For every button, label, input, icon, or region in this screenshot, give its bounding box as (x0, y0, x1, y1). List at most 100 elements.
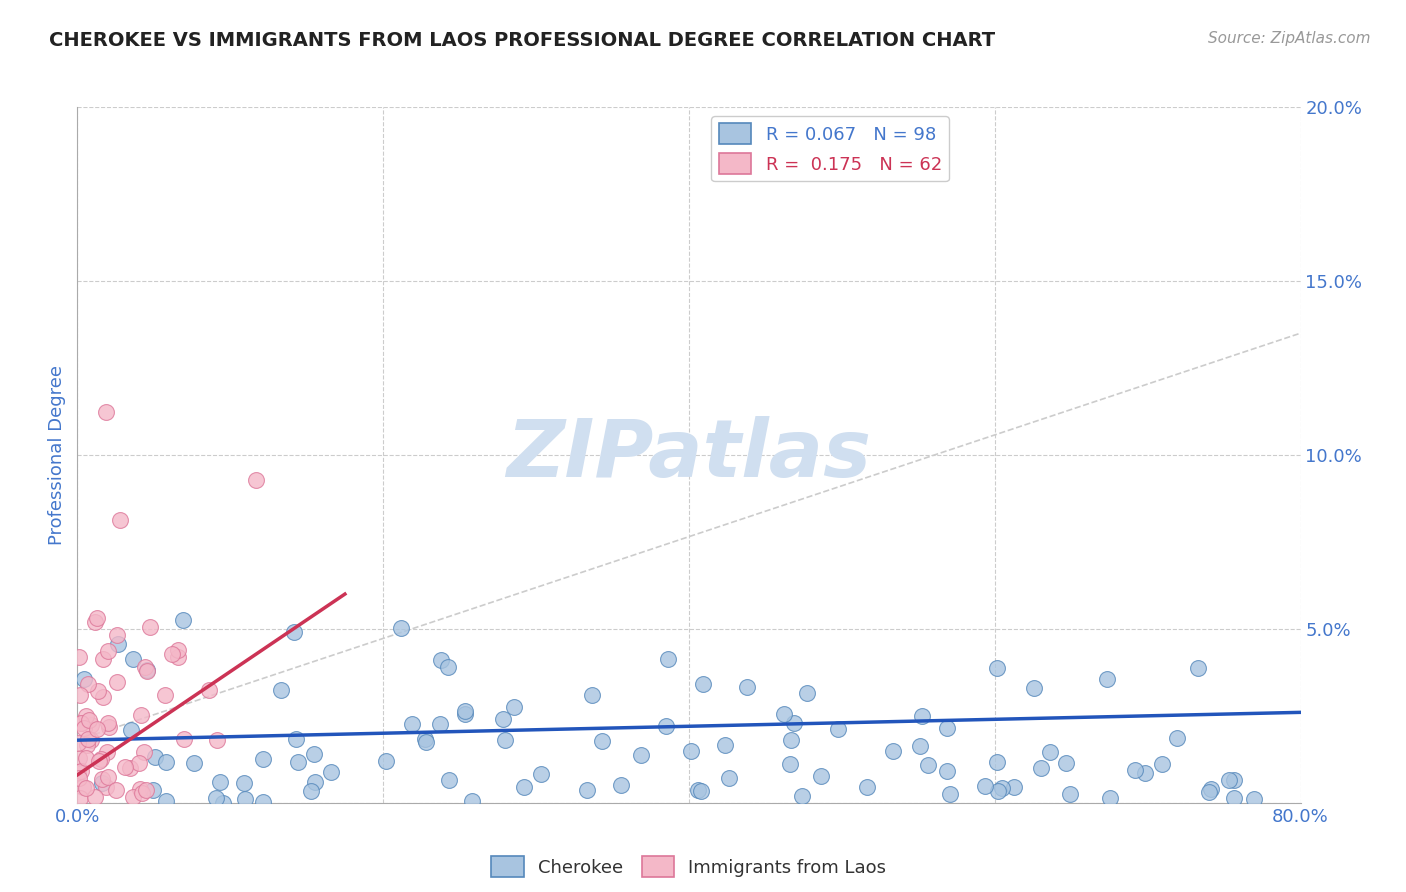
Point (73, 721, 96, 735)
Point (75, 780, 97, 795)
Point (783, 716, 806, 731)
Point (630, 748, 652, 763)
Point (167, 650, 190, 665)
Point (108, 513, 131, 527)
Point (454, 705, 477, 719)
Point (70, 764, 93, 779)
Point (67, 649, 90, 664)
Point (991, 780, 1014, 795)
Point (160, 647, 183, 661)
Point (245, 473, 267, 487)
Point (692, 677, 714, 691)
Point (429, 652, 451, 666)
Point (437, 773, 460, 788)
Point (208, 775, 231, 789)
Point (91, 772, 114, 786)
Point (917, 757, 939, 772)
Point (96, 745, 118, 759)
Point (935, 764, 957, 779)
Point (591, 734, 613, 748)
Point (401, 717, 423, 731)
Point (1150, 756, 1173, 771)
Point (94, 780, 117, 794)
Point (183, 756, 205, 770)
Point (1166, 731, 1188, 746)
Point (118, 761, 141, 775)
Point (283, 625, 305, 640)
Point (122, 789, 145, 804)
Point (1187, 661, 1209, 675)
Point (75, 751, 97, 765)
Point (72, 780, 94, 794)
Point (1218, 772, 1240, 787)
Point (796, 686, 818, 700)
Point (198, 682, 221, 697)
Point (86, 683, 108, 698)
Point (131, 708, 153, 723)
Point (75, 709, 97, 723)
Point (1099, 790, 1122, 805)
Point (655, 719, 678, 733)
Point (105, 782, 128, 797)
Point (790, 789, 813, 803)
Point (212, 796, 235, 810)
Point (973, 779, 995, 793)
Point (1125, 764, 1147, 778)
Point (252, 795, 274, 809)
Point (69, 688, 91, 702)
Point (107, 637, 129, 651)
Point (120, 723, 142, 738)
Point (285, 732, 308, 747)
Point (657, 652, 679, 666)
Point (779, 757, 801, 772)
Point (713, 738, 735, 752)
Point (304, 747, 326, 761)
Point (270, 682, 292, 697)
Point (155, 795, 177, 809)
Point (132, 745, 155, 759)
Point (97, 770, 120, 784)
Point (69, 791, 91, 805)
Point (80, 718, 103, 732)
Point (1059, 787, 1081, 801)
Point (437, 659, 460, 673)
Point (1002, 780, 1025, 795)
Point (773, 706, 796, 721)
Point (856, 780, 879, 794)
Point (93, 690, 115, 704)
Point (205, 732, 228, 747)
Point (610, 778, 633, 792)
Point (173, 732, 195, 747)
Point (304, 774, 326, 789)
Point (86, 611, 108, 625)
Point (679, 744, 702, 758)
Point (139, 620, 162, 634)
Text: Source: ZipAtlas.com: Source: ZipAtlas.com (1208, 31, 1371, 46)
Point (1095, 672, 1118, 686)
Point (375, 754, 398, 768)
Point (689, 784, 711, 798)
Point (90, 776, 112, 790)
Point (1222, 791, 1244, 805)
Point (105, 674, 128, 689)
Point (73, 673, 96, 687)
Point (939, 787, 962, 801)
Point (1243, 791, 1265, 805)
Point (530, 767, 553, 781)
Point (911, 709, 934, 723)
Point (235, 792, 257, 806)
Point (66, 765, 89, 780)
Point (98, 719, 121, 733)
Point (415, 734, 437, 748)
Point (513, 780, 536, 794)
Point (76, 677, 98, 691)
Point (287, 755, 309, 769)
Point (936, 721, 959, 735)
Point (1223, 773, 1246, 788)
Point (232, 776, 254, 790)
Point (143, 750, 166, 764)
Point (105, 628, 128, 642)
Point (987, 784, 1010, 798)
Point (461, 794, 484, 808)
Point (718, 772, 741, 786)
